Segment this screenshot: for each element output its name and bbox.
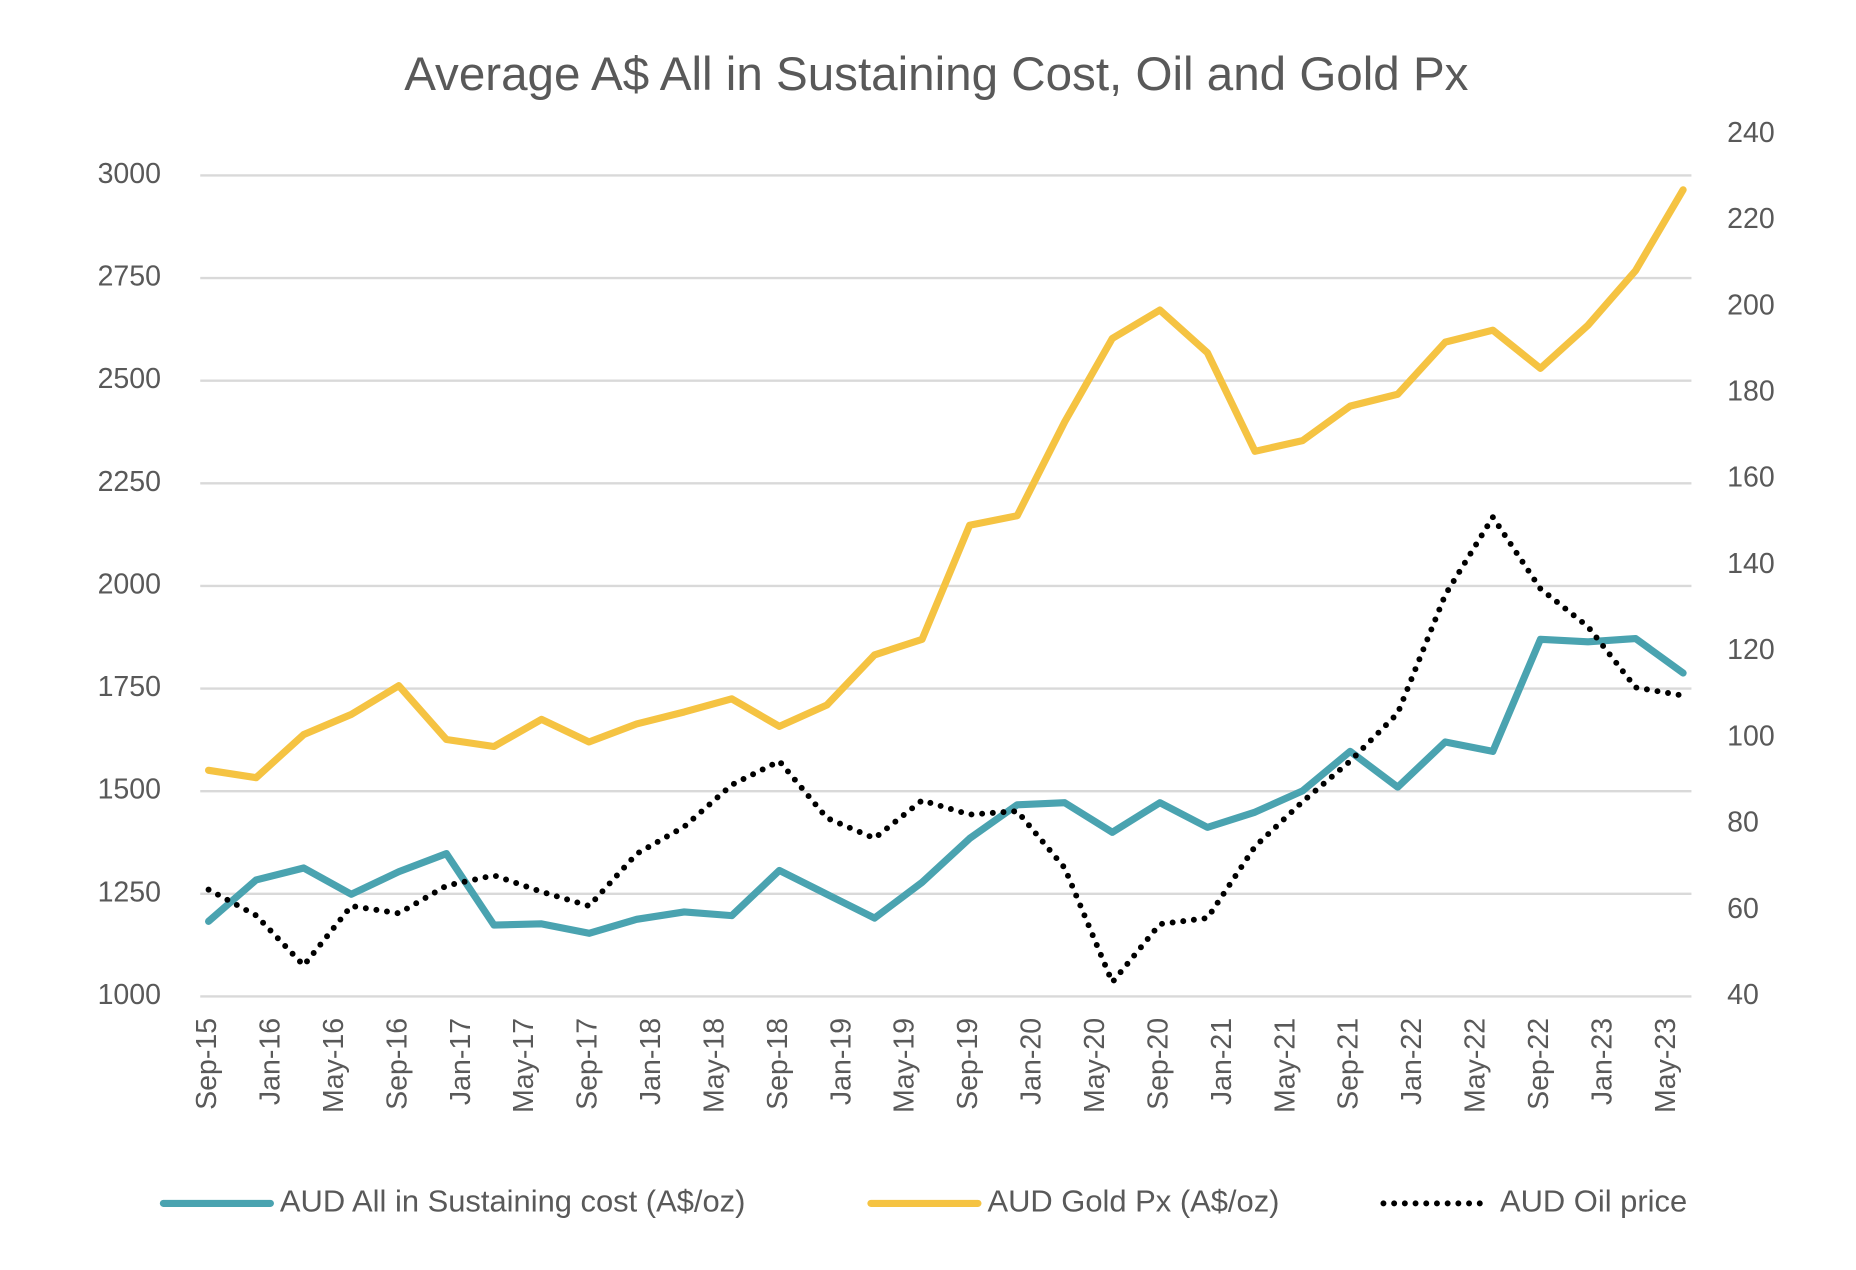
x-tick-label: May-17 bbox=[508, 1018, 540, 1113]
x-tick-label: Sep-19 bbox=[952, 1018, 984, 1110]
x-tick-label: Jan-19 bbox=[825, 1018, 857, 1105]
x-tick-label: May-22 bbox=[1460, 1018, 1492, 1113]
y2-tick-label: 60 bbox=[1727, 893, 1759, 925]
x-tick-label: May-18 bbox=[698, 1018, 730, 1113]
y2-tick-label: 180 bbox=[1727, 376, 1775, 408]
x-tick-label: Sep-16 bbox=[381, 1018, 413, 1110]
x-tick-label: Jan-23 bbox=[1586, 1018, 1618, 1105]
y2-tick-label: 140 bbox=[1727, 548, 1775, 580]
y2-tick-label: 80 bbox=[1727, 807, 1759, 839]
x-tick-label: Sep-22 bbox=[1523, 1018, 1555, 1110]
x-tick-label: May-23 bbox=[1650, 1018, 1682, 1113]
y-tick-label: 2000 bbox=[98, 568, 161, 600]
x-tick-label: Sep-20 bbox=[1142, 1018, 1174, 1110]
y2-tick-label: 160 bbox=[1727, 462, 1775, 494]
x-tick-label: Sep-15 bbox=[191, 1018, 223, 1110]
y-tick-label: 2750 bbox=[98, 261, 161, 293]
x-tick-label: May-21 bbox=[1269, 1018, 1301, 1113]
x-tick-label: Sep-17 bbox=[572, 1018, 604, 1110]
series-line bbox=[205, 186, 1687, 782]
y2-tick-label: 240 bbox=[1727, 117, 1775, 149]
x-tick-label: Sep-18 bbox=[762, 1018, 794, 1110]
y2-tick-label: 100 bbox=[1727, 720, 1775, 752]
series-line bbox=[205, 514, 1687, 986]
series-line bbox=[205, 634, 1687, 937]
legend-label: AUD Gold Px (A$/oz) bbox=[987, 1184, 1279, 1219]
x-tick-label: Jan-17 bbox=[445, 1018, 477, 1105]
x-tick-label: Sep-21 bbox=[1333, 1018, 1365, 1110]
x-tick-label: May-16 bbox=[318, 1018, 350, 1113]
x-tick-label: Jan-21 bbox=[1206, 1018, 1238, 1105]
y2-tick-label: 120 bbox=[1727, 634, 1775, 666]
legend-label: AUD All in Sustaining cost (A$/oz) bbox=[280, 1184, 746, 1219]
legend-label: AUD Oil price bbox=[1500, 1184, 1687, 1219]
y-tick-label: 1000 bbox=[98, 979, 161, 1011]
y2-tick-label: 40 bbox=[1727, 979, 1759, 1011]
y-tick-label: 2500 bbox=[98, 363, 161, 395]
x-tick-label: Jan-20 bbox=[1016, 1018, 1048, 1105]
chart-title: Average A$ All in Sustaining Cost, Oil a… bbox=[404, 48, 1468, 101]
x-tick-label: May-19 bbox=[889, 1018, 921, 1113]
x-tick-label: Jan-16 bbox=[255, 1018, 287, 1105]
y-tick-label: 1500 bbox=[98, 774, 161, 806]
y-tick-label: 3000 bbox=[98, 158, 161, 190]
y2-tick-label: 200 bbox=[1727, 289, 1775, 321]
x-tick-label: Jan-18 bbox=[635, 1018, 667, 1105]
y2-tick-label: 220 bbox=[1727, 203, 1775, 235]
y-tick-label: 1250 bbox=[98, 876, 161, 908]
x-tick-label: May-20 bbox=[1079, 1018, 1111, 1113]
y-tick-label: 2250 bbox=[98, 466, 161, 498]
y-tick-label: 1750 bbox=[98, 671, 161, 703]
x-tick-label: Jan-22 bbox=[1396, 1018, 1428, 1105]
